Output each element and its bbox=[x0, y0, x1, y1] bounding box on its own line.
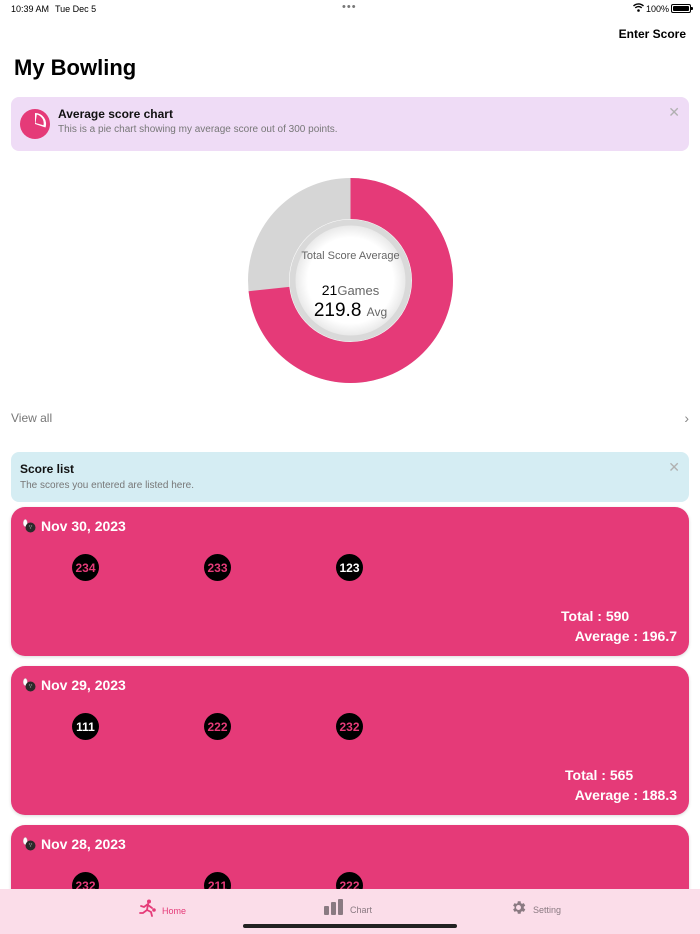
status-date: Tue Dec 5 bbox=[55, 4, 97, 14]
card-date-label: Nov 30, 2023 bbox=[41, 518, 126, 534]
status-time: 10:39 AM bbox=[11, 4, 50, 14]
score-tip-title: Score list bbox=[20, 462, 75, 476]
game-score-badge: 123 bbox=[336, 554, 363, 581]
donut-label: Total Score Average bbox=[301, 250, 400, 262]
wifi-icon bbox=[633, 3, 644, 14]
bowler-icon bbox=[138, 899, 156, 922]
multitasking-dots[interactable]: ••• bbox=[342, 1, 357, 13]
card-date: Nov 29, 2023 bbox=[22, 677, 126, 693]
average-donut-chart: Total Score Average 21Games 219.8 Avg bbox=[248, 178, 453, 383]
games-unit: Games bbox=[337, 283, 380, 298]
game-score-badge: 233 bbox=[204, 554, 231, 581]
chart-tip-description: This is a pie chart showing my average s… bbox=[58, 124, 338, 135]
view-all-label: View all bbox=[11, 411, 53, 425]
card-date-label: Nov 28, 2023 bbox=[41, 836, 126, 852]
game-score-badge: 111 bbox=[72, 713, 99, 740]
tab-home[interactable]: Home bbox=[138, 899, 186, 922]
score-card[interactable]: Nov 30, 2023 234 233 123 Total : 590 Ave… bbox=[11, 507, 689, 656]
game-score-badge: 234 bbox=[72, 554, 99, 581]
tab-setting-label: Setting bbox=[533, 905, 562, 915]
close-icon[interactable]: ✕ bbox=[668, 459, 680, 475]
status-bar: 10:39 AM Tue Dec 5 ••• 100% bbox=[0, 0, 700, 18]
game-score-badge: 222 bbox=[204, 713, 231, 740]
card-total: Total : 565 bbox=[565, 767, 634, 783]
card-total: Total : 590 bbox=[561, 608, 630, 624]
bar-chart-icon bbox=[324, 899, 344, 920]
enter-score-button[interactable]: Enter Score bbox=[618, 27, 686, 41]
tab-setting[interactable]: Setting bbox=[510, 899, 561, 921]
chart-tip-title: Average score chart bbox=[58, 107, 173, 121]
bowling-icon bbox=[22, 519, 36, 533]
card-date-label: Nov 29, 2023 bbox=[41, 677, 126, 693]
score-card[interactable]: Nov 29, 2023 111 222 232 Total : 565 Ave… bbox=[11, 666, 689, 815]
pie-chart-icon bbox=[20, 109, 50, 139]
games-count: 21Games bbox=[248, 282, 453, 298]
gear-icon bbox=[510, 899, 527, 921]
game-score-badge: 232 bbox=[336, 713, 363, 740]
tab-home-label: Home bbox=[162, 905, 187, 916]
average-unit: Avg bbox=[366, 305, 388, 319]
games-value: 21 bbox=[321, 282, 338, 298]
score-tip-banner: Score list The scores you entered are li… bbox=[11, 452, 689, 502]
bowling-icon bbox=[22, 678, 36, 692]
bowling-icon bbox=[22, 837, 36, 851]
card-date: Nov 28, 2023 bbox=[22, 836, 126, 852]
view-all-row[interactable]: View all › bbox=[11, 410, 689, 428]
page-title: My Bowling bbox=[14, 55, 137, 80]
donut-center-disc bbox=[295, 225, 406, 336]
card-average: Average : 188.3 bbox=[574, 787, 677, 803]
card-average: Average : 196.7 bbox=[574, 628, 677, 644]
tab-chart[interactable]: Chart bbox=[324, 899, 372, 920]
donut-center: Total Score Average 21Games 219.8 Avg bbox=[248, 178, 453, 383]
battery-percent: 100% bbox=[646, 4, 670, 14]
average-value: 219.8 bbox=[313, 300, 362, 321]
donut-svg bbox=[248, 178, 453, 383]
chart-tip-banner: Average score chart This is a pie chart … bbox=[11, 97, 689, 151]
donut-value-arc bbox=[248, 178, 453, 383]
tab-chart-label: Chart bbox=[350, 904, 373, 915]
average-score: 219.8 Avg bbox=[248, 300, 453, 322]
card-date: Nov 30, 2023 bbox=[22, 518, 126, 534]
close-icon[interactable]: ✕ bbox=[668, 104, 680, 120]
battery-icon bbox=[671, 4, 693, 13]
chevron-right-icon: › bbox=[684, 410, 689, 426]
home-indicator[interactable] bbox=[243, 924, 457, 928]
score-tip-description: The scores you entered are listed here. bbox=[20, 480, 194, 491]
